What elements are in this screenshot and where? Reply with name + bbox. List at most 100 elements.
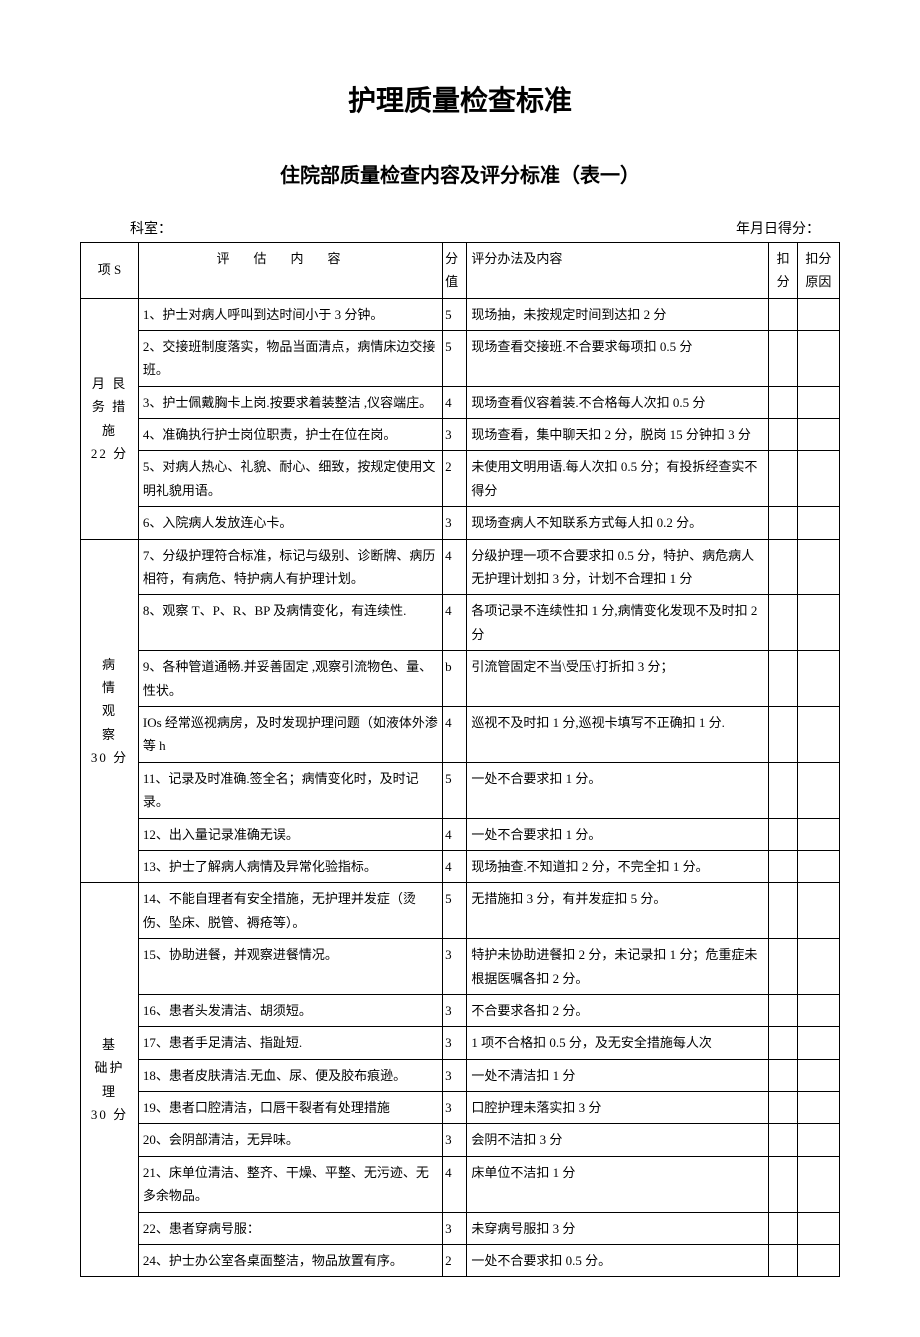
deduct-cell [769, 707, 797, 763]
deduct-cell [769, 1212, 797, 1244]
table-row: 6、入院病人发放连心卡。3现场查病人不知联系方式每人扣 0.2 分。 [81, 507, 840, 539]
reason-cell [797, 850, 839, 882]
eval-cell: 9、各种管道通畅.并妥善固定 ,观察引流物色、量、性状。 [138, 651, 442, 707]
eval-cell: 18、患者皮肤清洁.无血、尿、便及胶布痕逊。 [138, 1059, 442, 1091]
eval-cell: 3、护士佩戴胸卡上岗.按要求着装整洁 ,仪容端庄。 [138, 386, 442, 418]
table-row: 8、观察 T、P、R、BP 及病情变化，有连续性.4各项记录不连续性扣 1 分,… [81, 595, 840, 651]
reason-cell [797, 883, 839, 939]
method-cell: 分级护理一项不合要求扣 0.5 分，特护、病危病人无护理计划扣 3 分，计划不合… [467, 539, 769, 595]
method-cell: 1 项不合格扣 0.5 分，及无安全措施每人次 [467, 1027, 769, 1059]
score-cell: 3 [443, 507, 467, 539]
method-cell: 一处不清洁扣 1 分 [467, 1059, 769, 1091]
deduct-cell [769, 595, 797, 651]
table-row: 11、记录及时准确.签全名；病情变化时，及时记录。5一处不合要求扣 1 分。 [81, 762, 840, 818]
eval-cell: 1、护士对病人呼叫到达时间小于 3 分钟。 [138, 298, 442, 330]
eval-cell: 16、患者头发清洁、胡须短。 [138, 994, 442, 1026]
deduct-cell [769, 850, 797, 882]
deduct-cell [769, 939, 797, 995]
method-cell: 现场抽查.不知道扣 2 分，不完全扣 1 分。 [467, 850, 769, 882]
deduct-cell [769, 818, 797, 850]
method-cell: 特护未协助进餐扣 2 分，未记录扣 1 分；危重症未根据医嘱各扣 2 分。 [467, 939, 769, 995]
table-row: 9、各种管道通畅.并妥善固定 ,观察引流物色、量、性状。b引流管固定不当\受压\… [81, 651, 840, 707]
table-row: 基础护理30 分14、不能自理者有安全措施，无护理并发症（烫伤、坠床、脱管、褥疮… [81, 883, 840, 939]
table-row: 20、会阴部清洁，无异味。3会阴不洁扣 3 分 [81, 1124, 840, 1156]
eval-cell: 5、对病人热心、礼貌、耐心、细致，按规定使用文明礼貌用语。 [138, 451, 442, 507]
deduct-cell [769, 994, 797, 1026]
score-cell: 3 [443, 1027, 467, 1059]
deduct-cell [769, 1092, 797, 1124]
reason-cell [797, 1092, 839, 1124]
method-cell: 各项记录不连续性扣 1 分,病情变化发现不及时扣 2 分 [467, 595, 769, 651]
reason-cell [797, 762, 839, 818]
deduct-cell [769, 1156, 797, 1212]
deduct-cell [769, 451, 797, 507]
table-header-row: 项 S 评估内容 分值 评分办法及内容 扣分 扣分原因 [81, 242, 840, 298]
col-deduct: 扣分 [769, 242, 797, 298]
method-cell: 巡视不及时扣 1 分,巡视卡填写不正确扣 1 分. [467, 707, 769, 763]
score-cell: 4 [443, 386, 467, 418]
method-cell: 不合要求各扣 2 分。 [467, 994, 769, 1026]
score-cell: 3 [443, 1059, 467, 1091]
table-body: 月 艮务 措施22 分1、护士对病人呼叫到达时间小于 3 分钟。5现场抽，未按规… [81, 298, 840, 1277]
table-row: 2、交接班制度落实，物品当面清点，病情床边交接班。5现场查看交接班.不合要求每项… [81, 330, 840, 386]
method-cell: 现场查病人不知联系方式每人扣 0.2 分。 [467, 507, 769, 539]
eval-cell: 8、观察 T、P、R、BP 及病情变化，有连续性. [138, 595, 442, 651]
eval-cell: 22、患者穿病号服： [138, 1212, 442, 1244]
score-cell: 3 [443, 994, 467, 1026]
dept-label: 科室： [130, 218, 172, 238]
score-cell: 3 [443, 1092, 467, 1124]
reason-cell [797, 1027, 839, 1059]
method-cell: 床单位不洁扣 1 分 [467, 1156, 769, 1212]
eval-cell: 12、出入量记录准确无误。 [138, 818, 442, 850]
deduct-cell [769, 539, 797, 595]
table-row: 18、患者皮肤清洁.无血、尿、便及胶布痕逊。3一处不清洁扣 1 分 [81, 1059, 840, 1091]
method-cell: 引流管固定不当\受压\打折扣 3 分； [467, 651, 769, 707]
method-cell: 会阴不洁扣 3 分 [467, 1124, 769, 1156]
score-cell: b [443, 651, 467, 707]
table-row: 5、对病人热心、礼貌、耐心、细致，按规定使用文明礼貌用语。2未使用文明用语.每人… [81, 451, 840, 507]
eval-cell: 14、不能自理者有安全措施，无护理并发症（烫伤、坠床、脱管、褥疮等）。 [138, 883, 442, 939]
table-row: 3、护士佩戴胸卡上岗.按要求着装整洁 ,仪容端庄。4现场查看仪容着装.不合格每人… [81, 386, 840, 418]
eval-cell: 20、会阴部清洁，无异味。 [138, 1124, 442, 1156]
method-cell: 口腔护理未落实扣 3 分 [467, 1092, 769, 1124]
score-cell: 3 [443, 1212, 467, 1244]
table-row: 17、患者手足清洁、指趾短.31 项不合格扣 0.5 分，及无安全措施每人次 [81, 1027, 840, 1059]
eval-cell: 13、护士了解病人病情及异常化验指标。 [138, 850, 442, 882]
method-cell: 未使用文明用语.每人次扣 0.5 分；有投拆经查实不得分 [467, 451, 769, 507]
date-score-label: 年月日得分： [736, 218, 820, 238]
eval-cell: 17、患者手足清洁、指趾短. [138, 1027, 442, 1059]
table-row: 月 艮务 措施22 分1、护士对病人呼叫到达时间小于 3 分钟。5现场抽，未按规… [81, 298, 840, 330]
score-cell: 3 [443, 1124, 467, 1156]
deduct-cell [769, 507, 797, 539]
table-row: 22、患者穿病号服：3未穿病号服扣 3 分 [81, 1212, 840, 1244]
reason-cell [797, 939, 839, 995]
method-cell: 一处不合要求扣 1 分。 [467, 818, 769, 850]
deduct-cell [769, 1124, 797, 1156]
col-reason: 扣分原因 [797, 242, 839, 298]
score-cell: 5 [443, 330, 467, 386]
deduct-cell [769, 330, 797, 386]
category-cell: 病情观察30 分 [81, 539, 139, 883]
score-cell: 4 [443, 850, 467, 882]
col-category: 项 S [81, 242, 139, 298]
reason-cell [797, 330, 839, 386]
method-cell: 现场查看，集中聊天扣 2 分，脱岗 15 分钟扣 3 分 [467, 419, 769, 451]
deduct-cell [769, 651, 797, 707]
table-row: 21、床单位清洁、整齐、干燥、平整、无污迹、无多余物品。4床单位不洁扣 1 分 [81, 1156, 840, 1212]
eval-cell: 2、交接班制度落实，物品当面清点，病情床边交接班。 [138, 330, 442, 386]
category-cell: 基础护理30 分 [81, 883, 139, 1277]
reason-cell [797, 451, 839, 507]
category-cell: 月 艮务 措施22 分 [81, 298, 139, 539]
col-eval: 评估内容 [138, 242, 442, 298]
table-row: 4、准确执行护士岗位职责，护士在位在岗。3现场查看，集中聊天扣 2 分，脱岗 1… [81, 419, 840, 451]
main-title: 护理质量检查标准 [80, 79, 840, 119]
score-cell: 4 [443, 707, 467, 763]
deduct-cell [769, 419, 797, 451]
reason-cell [797, 651, 839, 707]
reason-cell [797, 386, 839, 418]
eval-cell: 11、记录及时准确.签全名；病情变化时，及时记录。 [138, 762, 442, 818]
deduct-cell [769, 762, 797, 818]
reason-cell [797, 707, 839, 763]
method-cell: 现场查看仪容着装.不合格每人次扣 0.5 分 [467, 386, 769, 418]
score-cell: 4 [443, 595, 467, 651]
